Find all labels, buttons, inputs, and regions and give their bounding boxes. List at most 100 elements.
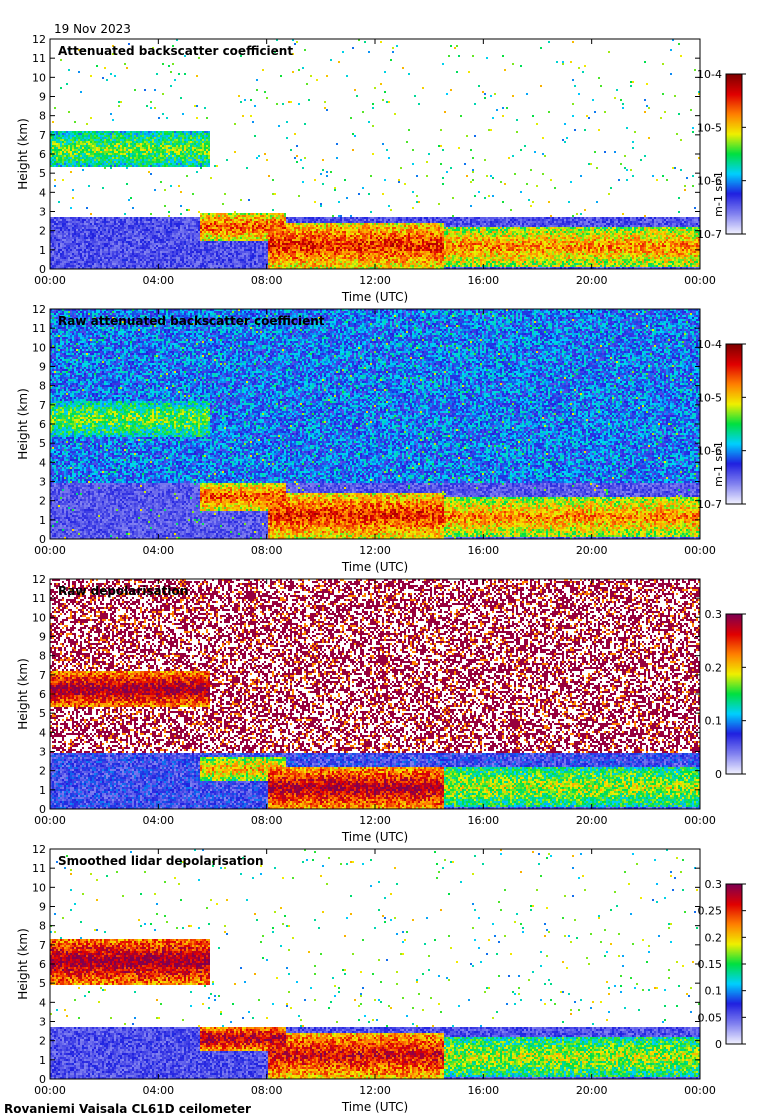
attenuated-backscatter-xtick-label: 00:00 [34, 274, 66, 287]
raw-attenuated-backscatter-xtick-label: 00:00 [684, 544, 716, 557]
attenuated-backscatter-xtick-label: 12:00 [359, 274, 391, 287]
attenuated-backscatter-colorbar-label: 10-4 [697, 68, 722, 81]
attenuated-backscatter-image [50, 39, 700, 269]
raw-depolarisation-colorbar-label: 0 [715, 768, 722, 781]
raw-attenuated-backscatter-ytick-label: 1 [39, 514, 46, 527]
smoothed-depolarisation-xtick-label: 12:00 [359, 1084, 391, 1097]
raw-attenuated-backscatter-colorbar-label: 10-5 [697, 391, 722, 404]
raw-attenuated-backscatter-ytick-label: 0 [39, 533, 46, 546]
raw-depolarisation-xtick-label: 04:00 [142, 814, 174, 827]
attenuated-backscatter-ytick-label: 0 [39, 263, 46, 276]
attenuated-backscatter-colorbar [726, 74, 742, 234]
smoothed-depolarisation-ytick-label: 1 [39, 1054, 46, 1067]
raw-depolarisation-ytick-label: 0 [39, 803, 46, 816]
site-label: Rovaniemi Vaisala CL61D ceilometer [4, 1102, 251, 1116]
smoothed-depolarisation-ytick-label: 2 [39, 1035, 46, 1048]
raw-attenuated-backscatter-ytick-label: 10 [32, 341, 46, 354]
raw-depolarisation-ytick-label: 4 [39, 726, 46, 739]
attenuated-backscatter-ytick-label: 4 [39, 186, 46, 199]
raw-attenuated-backscatter-panel: Raw attenuated backscatter coefficient 0 1… [16, 303, 746, 574]
raw-depolarisation-ytick-label: 6 [39, 688, 46, 701]
smoothed-depolarisation-xtick-label: 16:00 [467, 1084, 499, 1097]
smoothed-depolarisation-colorbar-label: 0.1 [705, 985, 723, 998]
smoothed-depolarisation-xtick-label: 00:00 [684, 1084, 716, 1097]
smoothed-depolarisation-title: Smoothed lidar depolarisation [58, 854, 264, 868]
smoothed-depolarisation-ytick-label: 12 [32, 843, 46, 856]
smoothed-depolarisation-ytick-label: 5 [39, 977, 46, 990]
raw-depolarisation-ylabel: Height (km) [16, 658, 30, 729]
attenuated-backscatter-ytick-label: 1 [39, 244, 46, 257]
smoothed-depolarisation-colorbar-label: 0.2 [705, 931, 723, 944]
attenuated-backscatter-colorbar-label: 10-7 [697, 228, 722, 241]
raw-depolarisation-xlabel: Time (UTC) [341, 830, 408, 844]
raw-attenuated-backscatter-ytick-label: 5 [39, 437, 46, 450]
smoothed-depolarisation-xtick-label: 00:00 [34, 1084, 66, 1097]
attenuated-backscatter-colorbar-label: 10-5 [697, 121, 722, 134]
smoothed-depolarisation-colorbar-label: 0.25 [698, 905, 723, 918]
smoothed-depolarisation-ytick-label: 3 [39, 1016, 46, 1029]
raw-attenuated-backscatter-image [50, 309, 700, 539]
raw-depolarisation-colorbar-label: 0.2 [705, 661, 723, 674]
panels: Attenuated backscatter coefficient012345… [16, 33, 746, 1114]
attenuated-backscatter-ytick-label: 5 [39, 167, 46, 180]
raw-depolarisation-xtick-label: 12:00 [359, 814, 391, 827]
attenuated-backscatter-xlabel: Time (UTC) [341, 290, 408, 304]
attenuated-backscatter-ytick-label: 9 [39, 91, 46, 104]
attenuated-backscatter-panel: Attenuated backscatter coefficient012345… [16, 33, 746, 304]
raw-attenuated-backscatter-xtick-label: 20:00 [576, 544, 608, 557]
raw-depolarisation-image [50, 579, 700, 809]
raw-depolarisation-xtick-label: 16:00 [467, 814, 499, 827]
raw-depolarisation-colorbar-label: 0.1 [705, 715, 723, 728]
date-label: 19 Nov 2023 [54, 22, 131, 36]
raw-attenuated-backscatter-ytick-label: 9 [39, 361, 46, 374]
raw-depolarisation-xtick-label: 20:00 [576, 814, 608, 827]
raw-depolarisation-ytick-label: 11 [32, 592, 46, 605]
smoothed-depolarisation-ytick-label: 11 [32, 862, 46, 875]
smoothed-depolarisation-ytick-label: 10 [32, 881, 46, 894]
raw-attenuated-backscatter-ytick-label: 2 [39, 495, 46, 508]
attenuated-backscatter-xtick-label: 20:00 [576, 274, 608, 287]
smoothed-depolarisation-colorbar-label: 0.05 [698, 1011, 723, 1024]
raw-depolarisation-xtick-label: 00:00 [684, 814, 716, 827]
raw-depolarisation-ytick-label: 8 [39, 650, 46, 663]
raw-depolarisation-ytick-label: 3 [39, 746, 46, 759]
attenuated-backscatter-ytick-label: 10 [32, 71, 46, 84]
raw-depolarisation-ytick-label: 9 [39, 631, 46, 644]
smoothed-depolarisation-colorbar-label: 0.3 [705, 878, 723, 891]
attenuated-backscatter-ytick-label: 7 [39, 129, 46, 142]
attenuated-backscatter-ytick-label: 2 [39, 225, 46, 238]
raw-depolarisation-colorbar-frame [725, 613, 743, 775]
raw-attenuated-backscatter-colorbar-label: 10-4 [697, 338, 722, 351]
smoothed-depolarisation-image [50, 849, 700, 1079]
raw-attenuated-backscatter-xtick-label: 12:00 [359, 544, 391, 557]
smoothed-depolarisation-xtick-label: 04:00 [142, 1084, 174, 1097]
raw-attenuated-backscatter-ytick-label: 8 [39, 380, 46, 393]
raw-depolarisation-ytick-label: 10 [32, 611, 46, 624]
raw-depolarisation-ytick-label: 12 [32, 573, 46, 586]
smoothed-depolarisation-ytick-label: 8 [39, 920, 46, 933]
attenuated-backscatter-xtick-label: 16:00 [467, 274, 499, 287]
raw-depolarisation-colorbar-label: 0.3 [705, 608, 723, 621]
raw-attenuated-backscatter-ytick-label: 3 [39, 476, 46, 489]
smoothed-depolarisation-colorbar [726, 884, 742, 1044]
attenuated-backscatter-ylabel: Height (km) [16, 118, 30, 189]
smoothed-depolarisation-panel: Smoothed lidar depolarisation01234567891… [16, 843, 746, 1114]
smoothed-depolarisation-ytick-label: 0 [39, 1073, 46, 1086]
smoothed-depolarisation-xtick-label: 20:00 [576, 1084, 608, 1097]
raw-depolarisation-ytick-label: 5 [39, 707, 46, 720]
raw-attenuated-backscatter-ytick-label: 7 [39, 399, 46, 412]
raw-depolarisation-ytick-label: 2 [39, 765, 46, 778]
raw-depolarisation-ytick-label: 7 [39, 669, 46, 682]
smoothed-depolarisation-colorbar-label: 0 [715, 1038, 722, 1051]
attenuated-backscatter-xtick-label: 08:00 [251, 274, 283, 287]
raw-attenuated-backscatter-ytick-label: 4 [39, 456, 46, 469]
raw-depolarisation-xtick-label: 00:00 [34, 814, 66, 827]
raw-attenuated-backscatter-colorbar-unit: m-1 sr-1 [712, 441, 725, 487]
smoothed-depolarisation-ytick-label: 9 [39, 901, 46, 914]
raw-attenuated-backscatter-colorbar-label: 10-6 [697, 445, 722, 458]
raw-attenuated-backscatter-xtick-label: 08:00 [251, 544, 283, 557]
attenuated-backscatter-ytick-label: 3 [39, 206, 46, 219]
raw-attenuated-backscatter-xtick-label: 04:00 [142, 544, 174, 557]
